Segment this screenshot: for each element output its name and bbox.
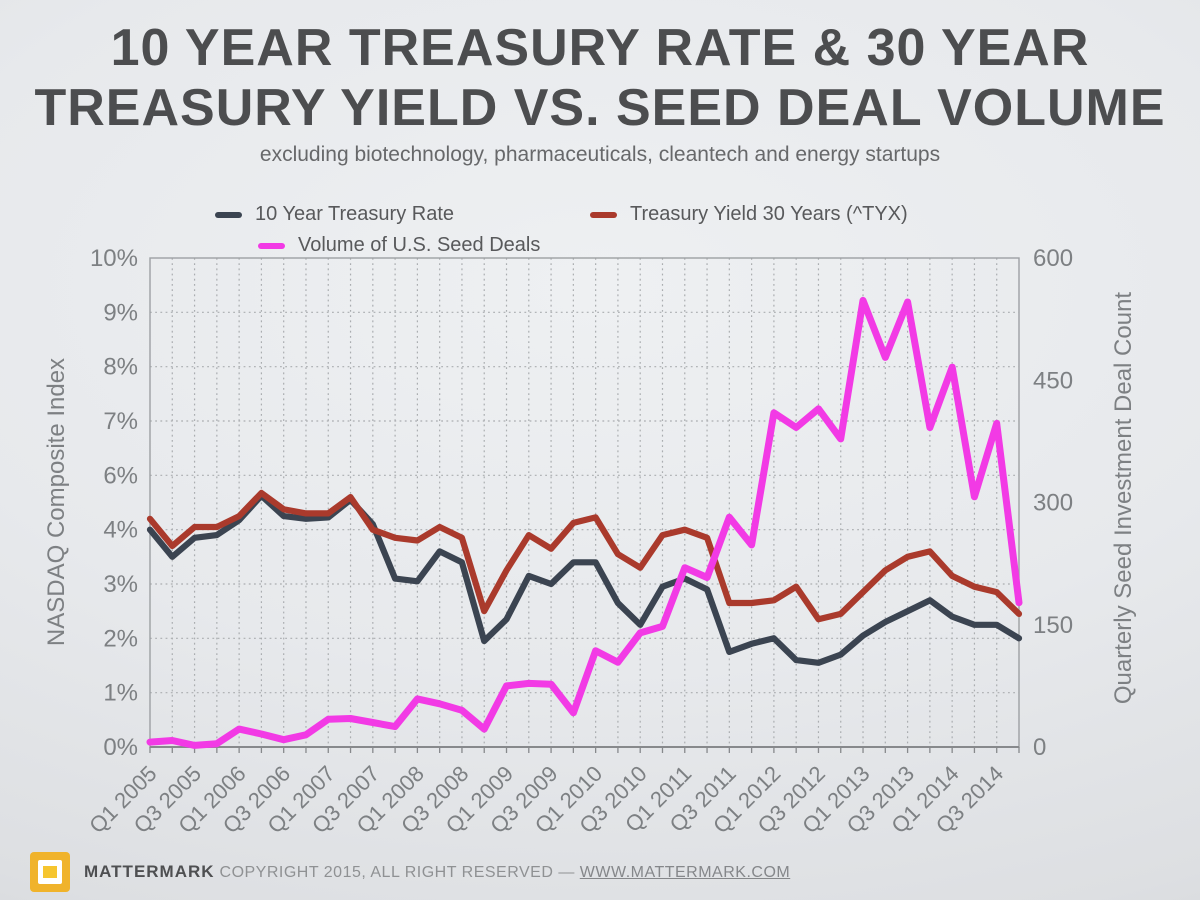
footer: MATTERMARK COPYRIGHT 2015, ALL RIGHT RES… — [30, 852, 790, 892]
svg-text:450: 450 — [1033, 367, 1073, 394]
mattermark-logo-icon — [30, 852, 70, 892]
legend-item-30yr: Treasury Yield 30 Years (^TYX) — [590, 203, 908, 226]
legend-item-10yr: 10 Year Treasury Rate — [215, 203, 454, 226]
page-title-line1: 10 YEAR TREASURY RATE & 30 YEAR — [110, 19, 1090, 77]
svg-text:10%: 10% — [90, 245, 138, 272]
legend-label-30yr: Treasury Yield 30 Years (^TYX) — [630, 203, 908, 225]
legend-label-10yr: 10 Year Treasury Rate — [255, 203, 455, 225]
svg-text:3%: 3% — [103, 571, 138, 598]
footer-brand: MATTERMARK — [84, 862, 215, 881]
legend-item-seed-volume: Volume of U.S. Seed Deals — [258, 234, 540, 257]
svg-text:8%: 8% — [103, 354, 138, 381]
svg-text:9%: 9% — [103, 299, 138, 326]
svg-text:0: 0 — [1033, 734, 1046, 761]
legend-swatch-30yr — [590, 211, 617, 218]
svg-text:600: 600 — [1033, 245, 1073, 272]
legend-swatch-10yr — [215, 211, 242, 218]
page-title-line2: TREASURY YIELD VS. SEED DEAL VOLUME — [34, 79, 1166, 137]
svg-text:7%: 7% — [103, 408, 138, 435]
svg-text:150: 150 — [1033, 612, 1073, 639]
page-title: 10 YEAR TREASURY RATE & 30 YEAR TREASURY… — [0, 18, 1200, 138]
svg-text:300: 300 — [1033, 490, 1073, 517]
footer-link[interactable]: WWW.MATTERMARK.COM — [579, 864, 791, 881]
footer-copyright: COPYRIGHT 2015, ALL RIGHT RESERVED — — [214, 864, 580, 881]
svg-text:1%: 1% — [103, 680, 138, 707]
legend-swatch-seed-volume — [258, 242, 285, 249]
svg-text:0%: 0% — [103, 734, 138, 761]
svg-text:6%: 6% — [103, 462, 138, 489]
legend-label-seed-volume: Volume of U.S. Seed Deals — [298, 234, 541, 256]
chart-subtitle: excluding biotechnology, pharmaceuticals… — [259, 143, 941, 166]
svg-text:4%: 4% — [103, 517, 138, 544]
svg-text:2%: 2% — [103, 625, 138, 652]
footer-text: MATTERMARK COPYRIGHT 2015, ALL RIGHT RES… — [84, 862, 790, 882]
